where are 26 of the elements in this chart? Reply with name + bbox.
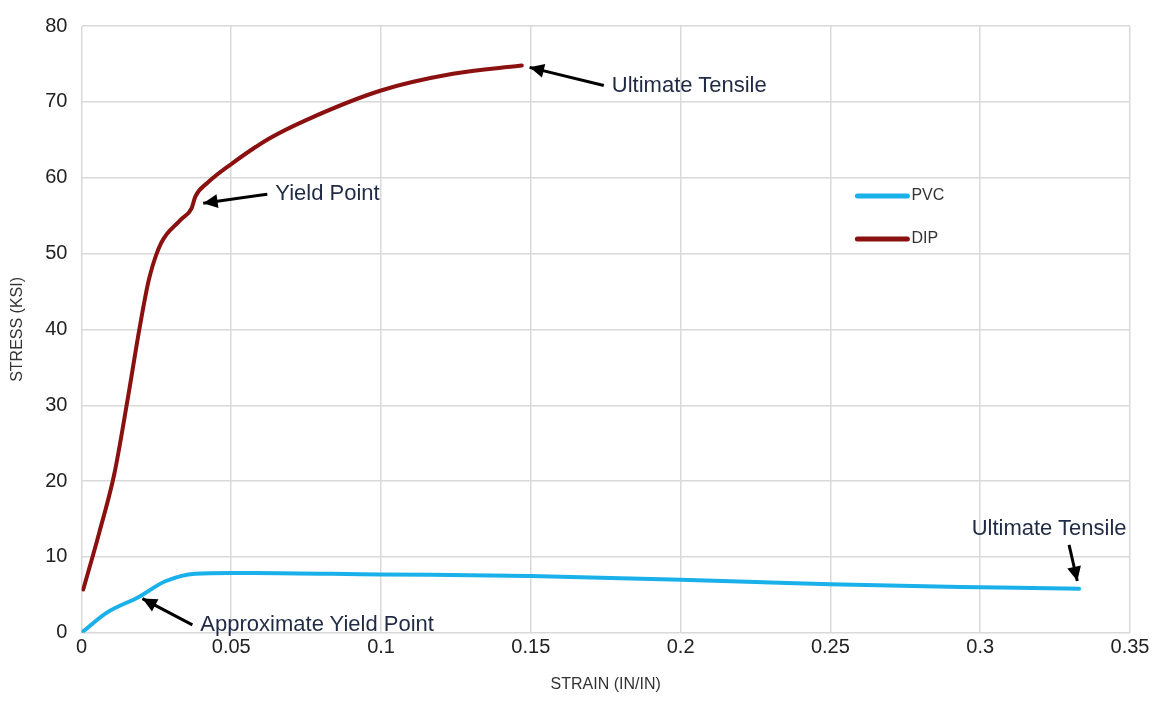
y-tick-label: 0 <box>56 620 68 643</box>
y-tick-label: 70 <box>45 89 68 112</box>
y-tick-label: 60 <box>45 165 68 188</box>
x-tick-label: 0.15 <box>511 635 551 658</box>
x-tick-label: 0.35 <box>1110 635 1150 658</box>
x-tick-label: 0.05 <box>211 635 251 658</box>
y-tick-label: 40 <box>45 316 68 339</box>
x-tick-label: 0 <box>75 635 88 658</box>
y-tick-label: 80 <box>45 13 68 36</box>
y-tick-label: 10 <box>45 544 68 567</box>
x-tick-label: 0.3 <box>966 635 995 658</box>
x-axis-title: STRAIN (IN/IN) <box>550 674 661 692</box>
y-axis-title: STRESS (KSI) <box>8 276 26 382</box>
annotation: Yield Point <box>275 180 380 206</box>
y-tick-label: 30 <box>45 392 68 415</box>
y-tick-label: 50 <box>45 241 68 264</box>
annotation: Approximate Yield Point <box>200 610 434 636</box>
y-tick-label: 20 <box>45 468 68 491</box>
annotation: Ultimate Tensile <box>611 71 767 97</box>
annotation: Ultimate Tensile <box>971 514 1127 540</box>
line-series <box>81 63 524 592</box>
legend-label: PVC <box>911 186 945 204</box>
legend-label: DIP <box>911 229 939 247</box>
x-tick-label: 0.25 <box>810 635 850 658</box>
x-tick-label: 0.2 <box>666 635 695 658</box>
x-tick-label: 0.1 <box>367 635 395 658</box>
